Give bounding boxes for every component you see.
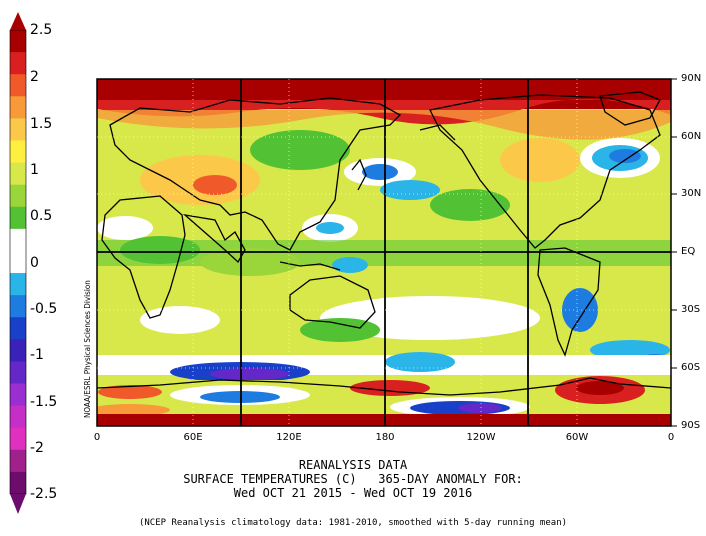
colorbar-swatch: [10, 295, 26, 318]
colorbar-swatch: [10, 228, 26, 252]
colorbar-swatch: [10, 74, 26, 97]
colorbar-tick: -1.5: [30, 394, 58, 410]
lat-label: 90S: [681, 420, 701, 431]
colorbar-swatch: [10, 427, 26, 451]
colorbar: [9, 12, 27, 514]
colorbar-swatch: [10, 96, 26, 119]
colorbar-swatch: [10, 184, 26, 208]
lat-label: 60S: [681, 362, 701, 373]
title-line-3: Wed OCT 21 2015 - Wed OCT 19 2016: [233, 486, 473, 500]
lon-label: 120W: [466, 432, 496, 443]
coastlines: [97, 91, 671, 396]
colorbar-tick: 2: [30, 69, 39, 85]
lat-label: EQ: [681, 246, 696, 257]
lon-label: 60W: [565, 432, 589, 443]
footnote: (NCEP Reanalysis climatology data: 1981-…: [138, 518, 568, 528]
lat-label: 90N: [681, 73, 702, 84]
colorbar-swatch: [10, 52, 26, 75]
lat-label: 30S: [681, 304, 701, 315]
colorbar-tick: 0: [30, 255, 39, 271]
colorbar-swatch: [10, 471, 26, 495]
colorbar-swatch: [10, 118, 26, 141]
colorbar-swatch: [10, 361, 26, 385]
colorbar-swatch: [10, 449, 26, 473]
noaa-credit: NOAA/ESRL Physical Sciences Division: [83, 280, 92, 418]
lat-label: 30N: [681, 188, 702, 199]
colorbar-swatch: [10, 405, 26, 429]
colorbar-swatch: [10, 383, 26, 407]
colorbar-tick: 0.5: [30, 208, 53, 224]
title-line-2: SURFACE TEMPERATURES (C) 365-DAY ANOMALY…: [183, 472, 523, 486]
lat-label: 60N: [681, 131, 702, 142]
colorbar-swatch: [10, 339, 26, 362]
colorbar-swatch: [10, 317, 26, 340]
colorbar-tick: 1.5: [30, 116, 53, 132]
colorbar-tick: 1: [30, 162, 39, 178]
lon-label: 0: [93, 432, 101, 443]
title-line-1: REANALYSIS DATA: [298, 458, 408, 472]
colorbar-tick: -2.5: [30, 486, 58, 502]
colorbar-tick: -2: [30, 440, 44, 456]
colorbar-swatch: [10, 30, 26, 53]
colorbar-swatch: [10, 162, 26, 186]
colorbar-top-arrow: [10, 12, 26, 30]
lon-label: 60E: [183, 432, 203, 443]
lon-label: 120E: [276, 432, 302, 443]
colorbar-swatch: [10, 273, 26, 296]
colorbar-tick: -1: [30, 347, 44, 363]
colorbar-tick: -0.5: [30, 301, 58, 317]
lon-label: 0: [667, 432, 675, 443]
colorbar-swatch: [10, 206, 26, 230]
colorbar-swatch: [10, 250, 26, 274]
lon-label: 180: [375, 432, 395, 443]
colorbar-tick: 2.5: [30, 22, 53, 38]
colorbar-swatch: [10, 140, 26, 164]
colorbar-bottom-arrow: [10, 494, 26, 514]
